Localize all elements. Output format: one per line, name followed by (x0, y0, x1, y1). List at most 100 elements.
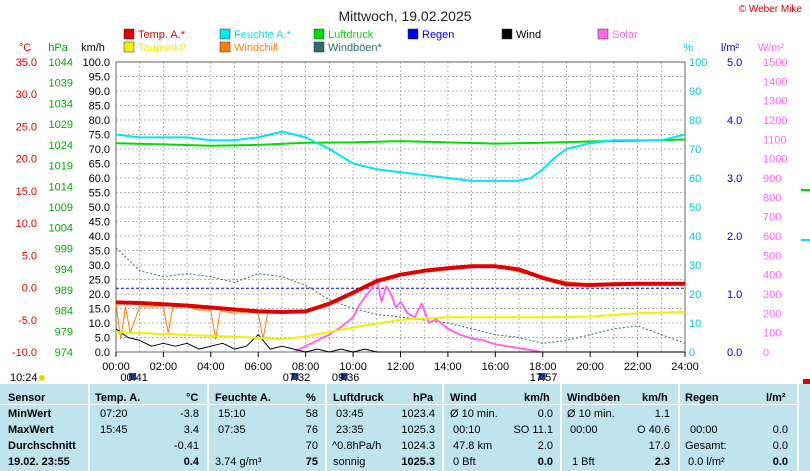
temp-current-value: 0.4 (183, 456, 199, 468)
pressure-min-time: 03:45 (336, 408, 364, 420)
wind-avg-value: 0.0 (537, 408, 553, 420)
wind-tick-label: 40.0 (89, 231, 110, 243)
solar-tick-label: 500 (763, 250, 781, 262)
solar-tick-label: 600 (763, 231, 781, 243)
temp-min-time: 07:20 (100, 408, 128, 420)
legend-swatch (219, 28, 231, 40)
right-edge-markers (801, 189, 810, 384)
humidity-max-value: 76 (305, 424, 318, 436)
wind-tick-label: 55.0 (89, 188, 110, 200)
humidity-tick-label: 90 (689, 86, 701, 98)
chart-title: Mittwoch, 19.02.2025 (338, 8, 471, 24)
row-label-max: MaxWert (8, 424, 54, 436)
series-layer (115, 130, 686, 353)
x-tick-label: 02:00 (150, 361, 178, 373)
gust-mean-value: 17.0 (648, 440, 670, 452)
timestamp: 19.02. 23:55 (8, 456, 70, 468)
legend: Temp. A.* Feuchte A.* Luftdruck Regen Wind So… (123, 28, 638, 54)
sensor-header: Sensor (8, 392, 46, 404)
wind-tick-label: 45.0 (89, 217, 110, 229)
pressure-max-value: 1025.3 (401, 424, 435, 436)
sun-marker-icon (291, 373, 299, 380)
pressure-tick-label: 999 (55, 243, 73, 255)
temp-header: Temp. A. (95, 392, 141, 404)
wind-tick-label: 20.0 (89, 289, 110, 301)
sun-marker-icon (129, 373, 137, 380)
temp-tick-label: 30.0 (16, 89, 37, 101)
humidity-avg-value: 70 (305, 440, 318, 452)
pressure-current-value: 1025.3 (401, 456, 435, 468)
wind-tick-label: 100.0 (82, 57, 110, 69)
temp-unit: °C (186, 392, 199, 404)
temp-max-time: 15:45 (100, 424, 128, 436)
x-tick-label: 04:00 (197, 361, 225, 373)
series-line-solar (293, 277, 541, 353)
pressure-tick-label: 1044 (49, 57, 73, 69)
pressure-max-time: 23:35 (336, 424, 364, 436)
x-tick-label: 08:00 (292, 361, 320, 373)
legend-label: Feuchte A.* (234, 29, 292, 41)
pressure-tick-label: 1024 (49, 140, 73, 152)
current-time-label: 10:24 (10, 372, 38, 384)
legend-swatch (313, 41, 325, 53)
wind-current-value: 0.0 (537, 456, 553, 468)
temp-current-marker (803, 379, 810, 384)
wind-tick-label: 70.0 (89, 144, 110, 156)
solar-tick-label: 400 (763, 270, 781, 282)
temp-tick-label: 25.0 (16, 121, 37, 133)
series-line-taupunkt (115, 311, 686, 341)
solar-tick-label: 1400 (763, 76, 787, 88)
x-axis: 00:00 02:00 04:00 06:00 08:00 10:00 12:00 14:00… (102, 352, 699, 373)
legend-label: Regen (422, 29, 454, 41)
humidity-unit: % (306, 392, 316, 404)
pressure-header: Luftdruck (333, 392, 384, 404)
x-tick-label: 16:00 (482, 361, 510, 373)
axis-units: °C hPa km/h% l/m² W/m² (19, 42, 785, 54)
pressure-tick-label: 1009 (49, 202, 73, 214)
wind-tick-label: 75.0 (89, 130, 110, 142)
legend-label: Luftdruck (328, 29, 374, 41)
humidity-tick-label: 10 (689, 318, 701, 330)
wind-distance: 47.8 km (453, 440, 493, 452)
pressure-avg-value: 1024.3 (401, 440, 435, 452)
humidity-tick-label: 70 (689, 144, 701, 156)
wind-mean-value: 2.0 (537, 440, 553, 452)
wind-tick-label: 5.0 (95, 333, 110, 345)
gust-max-direction: O 40.6 (636, 424, 670, 436)
grid (115, 61, 686, 353)
sun-marker-label: 09:36 (332, 372, 360, 384)
series-line-wind (115, 328, 685, 353)
x-tick-label: 14:00 (434, 361, 462, 373)
wind-tick-label: 35.0 (89, 246, 110, 258)
x-tick-label: 00:00 (102, 361, 130, 373)
solar-tick-label: 300 (763, 289, 781, 301)
sun-marker-label: 00:41 (120, 372, 148, 384)
pressure-tick-label: 994 (55, 264, 73, 276)
temp-axis-unit: °C (19, 42, 31, 54)
x-tick-label: 06:00 (244, 361, 272, 373)
series-line-luftdruck (115, 138, 686, 147)
temp-tick-label: -5.0 (18, 315, 37, 327)
legend-swatch (123, 28, 135, 40)
x-tick-label: 10:00 (339, 361, 367, 373)
temp-tick-label: 15.0 (16, 186, 37, 198)
rain-tick-label: 4.0 (727, 115, 742, 127)
solar-tick-label: 1100 (763, 134, 787, 146)
summary-table: Sensor MinWert MaxWert Durchschnitt 19.0… (0, 384, 810, 471)
gust-current-value: 2.3 (654, 456, 670, 468)
humidity-max-time: 07:35 (218, 424, 246, 436)
wind-tick-label: 25.0 (89, 275, 110, 287)
rain-tick-label: 0.0 (727, 347, 742, 359)
temp-max-value: 3.4 (183, 424, 199, 436)
sun-marker-icon (340, 373, 348, 380)
solar-tick-label: 200 (763, 308, 781, 320)
rain-total-label: Gesamt: (685, 440, 727, 452)
wind-max-time: 00:10 (453, 424, 481, 436)
row-label-avg: Durchschnitt (8, 440, 76, 452)
legend-swatch (407, 28, 419, 40)
solar-tick-label: 1300 (763, 96, 787, 108)
gust-max-time: 00:00 (570, 424, 598, 436)
pressure-tick-label: 979 (55, 326, 73, 338)
temp-tick-label: 35.0 (16, 57, 37, 69)
solar-tick-label: 100 (763, 328, 781, 340)
